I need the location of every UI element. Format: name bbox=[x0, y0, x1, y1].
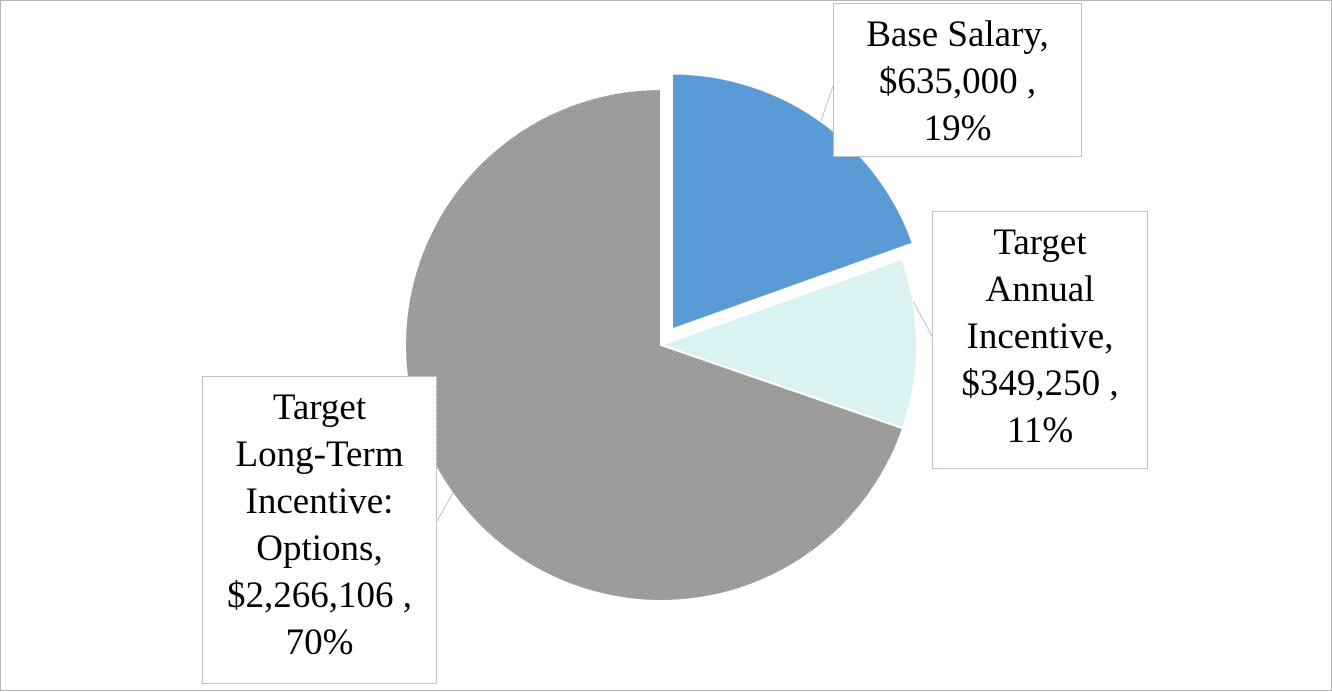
pie-slices bbox=[404, 72, 918, 602]
label-value: $349,250 , bbox=[961, 363, 1119, 404]
label-category-line: Base Salary, bbox=[866, 14, 1049, 55]
label-category-line: Target bbox=[993, 222, 1087, 263]
label-category-line: Target bbox=[272, 387, 367, 428]
label-percent: 19% bbox=[923, 108, 992, 149]
data-label-target-long-term-incentive: Target Long-Term Incentive: Options, $2,… bbox=[202, 376, 437, 684]
label-category-line: Options, bbox=[256, 528, 383, 569]
label-percent: 70% bbox=[285, 622, 354, 663]
label-category-line: Incentive: bbox=[245, 481, 394, 522]
leader-lines bbox=[436, 85, 933, 522]
pie-slice-target-annual-incentive bbox=[657, 257, 918, 430]
label-category-line: Long-Term bbox=[235, 434, 404, 475]
label-value: $635,000 , bbox=[878, 61, 1037, 102]
data-label-target-annual-incentive: Target Annual Incentive, $349,250 , 11% bbox=[932, 211, 1148, 469]
label-value: $2,266,106 , bbox=[227, 575, 412, 616]
leader-line bbox=[436, 492, 454, 522]
leader-line bbox=[912, 300, 933, 337]
label-percent: 11% bbox=[1006, 410, 1074, 451]
label-category-line: Annual bbox=[985, 269, 1095, 310]
pie-slice-base-salary bbox=[670, 72, 915, 331]
label-category-line: Incentive, bbox=[966, 316, 1114, 357]
data-label-base-salary: Base Salary, $635,000 , 19% bbox=[833, 3, 1082, 157]
leader-line bbox=[820, 85, 834, 122]
